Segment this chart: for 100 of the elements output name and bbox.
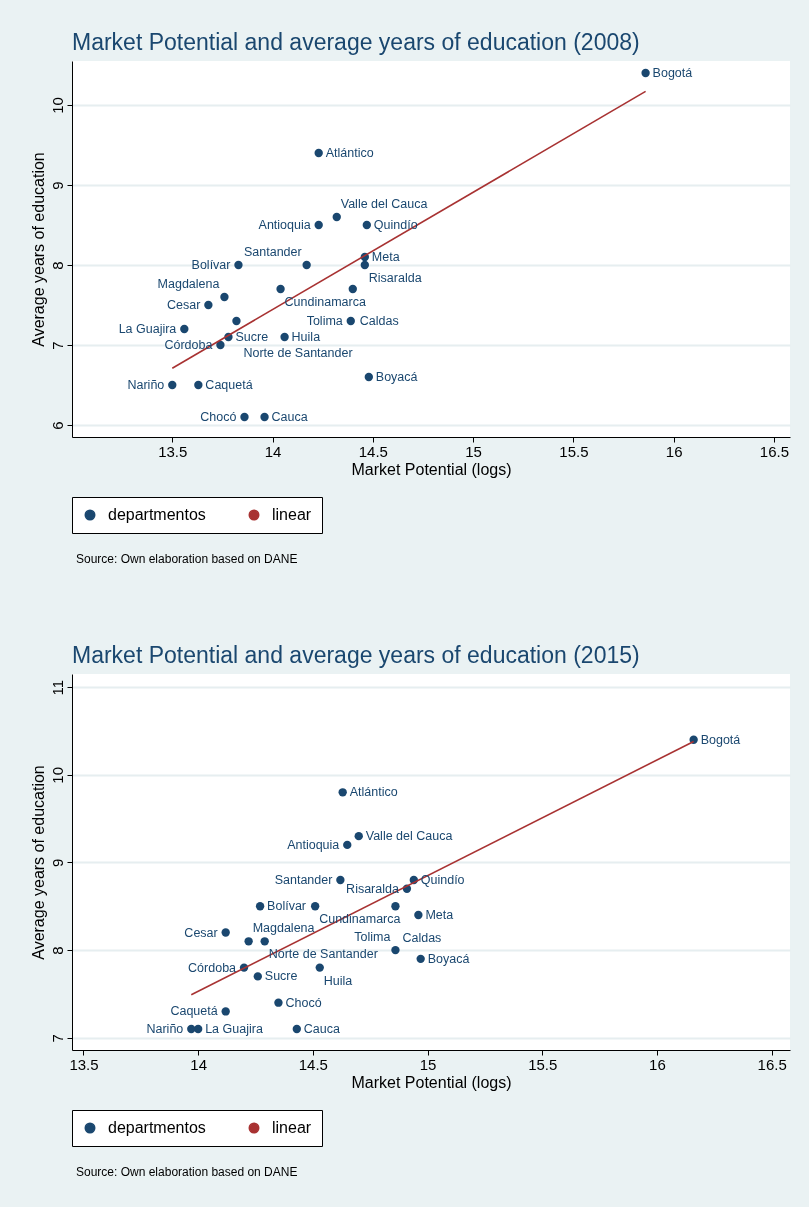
point bbox=[391, 902, 400, 911]
point bbox=[221, 1007, 230, 1016]
point bbox=[234, 260, 243, 270]
annotation: Antioquia bbox=[258, 218, 311, 232]
x-tick-label: 15 bbox=[419, 1055, 437, 1073]
annotation: Huila bbox=[291, 330, 321, 344]
point bbox=[255, 902, 265, 911]
x-tick-label: 14.5 bbox=[358, 442, 388, 460]
x-tick-label: 16.5 bbox=[757, 1055, 787, 1073]
x-tick-label: 14 bbox=[264, 442, 282, 460]
point bbox=[314, 148, 323, 158]
annotation: Atlántico bbox=[325, 146, 374, 160]
point bbox=[302, 260, 311, 270]
annotation: Cauca bbox=[271, 410, 308, 424]
point bbox=[641, 68, 650, 78]
y-tick-label: 7 bbox=[48, 341, 66, 350]
point bbox=[274, 998, 283, 1007]
point bbox=[364, 372, 374, 382]
annotation: Valle del Cauca bbox=[340, 197, 428, 211]
annotation: Huila bbox=[323, 973, 353, 988]
annotation: Chocó bbox=[285, 995, 322, 1010]
annotation: Santander bbox=[243, 245, 302, 259]
x-tick-label: 16.5 bbox=[759, 442, 790, 460]
point bbox=[343, 840, 352, 850]
x-axis-title: Market Potential (logs) bbox=[351, 460, 512, 478]
annotation: Risaralda bbox=[346, 881, 399, 896]
x-tick-label: 16 bbox=[665, 442, 683, 460]
annotation: Magdalena bbox=[252, 921, 315, 936]
annotation: Bogotá bbox=[652, 66, 693, 80]
source-note: Source: Own elaboration based on DANE bbox=[76, 552, 298, 566]
y-tick-label: 9 bbox=[48, 181, 66, 190]
x-tick-label: 15.5 bbox=[559, 442, 589, 460]
point bbox=[216, 340, 225, 350]
annotation: Córdoba bbox=[188, 960, 237, 975]
annotation: Meta bbox=[371, 250, 400, 264]
chart-title: Market Potential and average years of education (2015) bbox=[72, 642, 640, 668]
point bbox=[220, 292, 229, 302]
point bbox=[348, 284, 357, 294]
point bbox=[332, 212, 341, 222]
x-tick-label: 15 bbox=[465, 442, 482, 460]
y-tick-label: 8 bbox=[48, 946, 66, 955]
point bbox=[260, 412, 269, 422]
legend-label: linear bbox=[272, 1119, 312, 1136]
y-tick-label: 6 bbox=[48, 421, 66, 430]
x-tick-label: 15.5 bbox=[528, 1055, 558, 1073]
x-tick-label: 14.5 bbox=[298, 1055, 328, 1073]
annotation: Cauca bbox=[303, 1021, 340, 1036]
x-tick-label: 13.5 bbox=[69, 1055, 99, 1073]
legend-label: linear bbox=[272, 506, 312, 523]
point bbox=[310, 902, 320, 911]
point bbox=[260, 937, 269, 946]
source-note: Source: Own elaboration based on DANE bbox=[76, 1165, 298, 1179]
point bbox=[338, 788, 347, 797]
annotation: Magdalena bbox=[157, 277, 220, 291]
annotation: Tolima bbox=[306, 314, 343, 328]
x-tick-label: 13.5 bbox=[158, 442, 188, 460]
x-tick-label: 14 bbox=[190, 1055, 208, 1073]
annotation: Córdoba bbox=[164, 338, 213, 352]
annotation: Risaralda bbox=[368, 271, 422, 285]
annotation: Nariño bbox=[146, 1021, 184, 1036]
y-tick-label: 11 bbox=[48, 679, 66, 696]
annotation: La Guajira bbox=[118, 322, 177, 336]
point bbox=[232, 316, 241, 326]
point bbox=[276, 284, 285, 294]
point bbox=[336, 875, 345, 885]
annotation: Caquetá bbox=[205, 378, 253, 392]
point bbox=[221, 928, 230, 937]
y-tick-label: 10 bbox=[48, 766, 66, 784]
point bbox=[180, 324, 189, 334]
annotation: Atlántico bbox=[349, 785, 398, 800]
annotation: Cesar bbox=[167, 298, 201, 312]
legend-label: departmentos bbox=[108, 1119, 206, 1136]
y-axis-title: Average years of education bbox=[29, 765, 47, 960]
point bbox=[346, 316, 355, 326]
point bbox=[240, 412, 249, 422]
point bbox=[315, 963, 324, 972]
annotation: Norte de Santander bbox=[268, 947, 378, 962]
annotation: Santander bbox=[274, 872, 333, 887]
annotation: Caldas bbox=[359, 314, 399, 328]
point bbox=[244, 937, 253, 946]
y-tick-label: 9 bbox=[48, 858, 66, 868]
annotation: Bogotá bbox=[700, 732, 741, 747]
annotation: Nariño bbox=[127, 378, 165, 392]
point bbox=[391, 945, 400, 955]
y-tick-label: 7 bbox=[48, 1034, 66, 1043]
annotation: Norte de Santander bbox=[243, 346, 353, 360]
annotation: Boyacá bbox=[375, 370, 418, 384]
annotation: Quindío bbox=[420, 872, 465, 887]
annotation: Tolima bbox=[354, 930, 391, 945]
annotation: La Guajira bbox=[205, 1021, 263, 1036]
annotation: Cundinamarca bbox=[284, 295, 366, 309]
point bbox=[362, 220, 371, 230]
point bbox=[416, 954, 425, 964]
point bbox=[414, 910, 423, 920]
annotation: Chocó bbox=[200, 410, 237, 424]
annotation: Quindío bbox=[373, 218, 418, 232]
annotation: Meta bbox=[425, 908, 454, 923]
point bbox=[194, 380, 203, 390]
annotation: Cesar bbox=[184, 925, 218, 940]
annotation: Sucre bbox=[264, 969, 298, 984]
